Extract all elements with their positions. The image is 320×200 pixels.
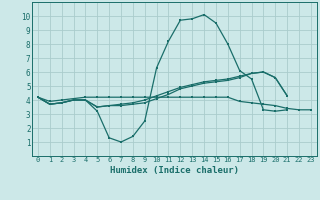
X-axis label: Humidex (Indice chaleur): Humidex (Indice chaleur) xyxy=(110,166,239,175)
